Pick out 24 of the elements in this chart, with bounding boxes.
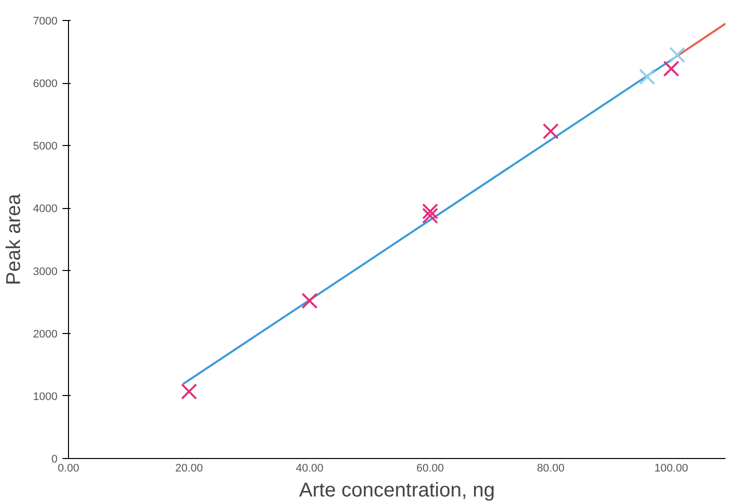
point	[639, 68, 656, 85]
x-tick-label: 20.00	[175, 462, 203, 474]
x-tick-label: 0.00	[58, 462, 80, 474]
point	[669, 46, 686, 63]
x-tick-label: 60.00	[416, 462, 444, 474]
x-tick-label: 80.00	[536, 462, 564, 474]
y-tick-label: 6000	[33, 78, 58, 90]
x-axis-title: Arte concentration, ng	[299, 480, 495, 502]
point	[422, 203, 438, 220]
y-tick-label: 5000	[33, 140, 58, 153]
y-tick-label: 0	[51, 454, 58, 466]
point	[180, 383, 198, 400]
point	[422, 208, 438, 224]
x-tick-label: 40.00	[296, 462, 324, 474]
y-tick-label: 3000	[33, 266, 58, 278]
y-tick-label: 7000	[33, 16, 58, 28]
point	[663, 60, 680, 77]
point	[302, 292, 318, 309]
point	[542, 123, 559, 140]
y-axis-title: Peak area	[3, 193, 26, 286]
y-tick-label: 4000	[33, 203, 58, 216]
x-tick-label: 100.00	[654, 462, 688, 474]
y-tick-label: 2000	[33, 328, 58, 340]
y-tick-label: 1000	[33, 390, 58, 403]
